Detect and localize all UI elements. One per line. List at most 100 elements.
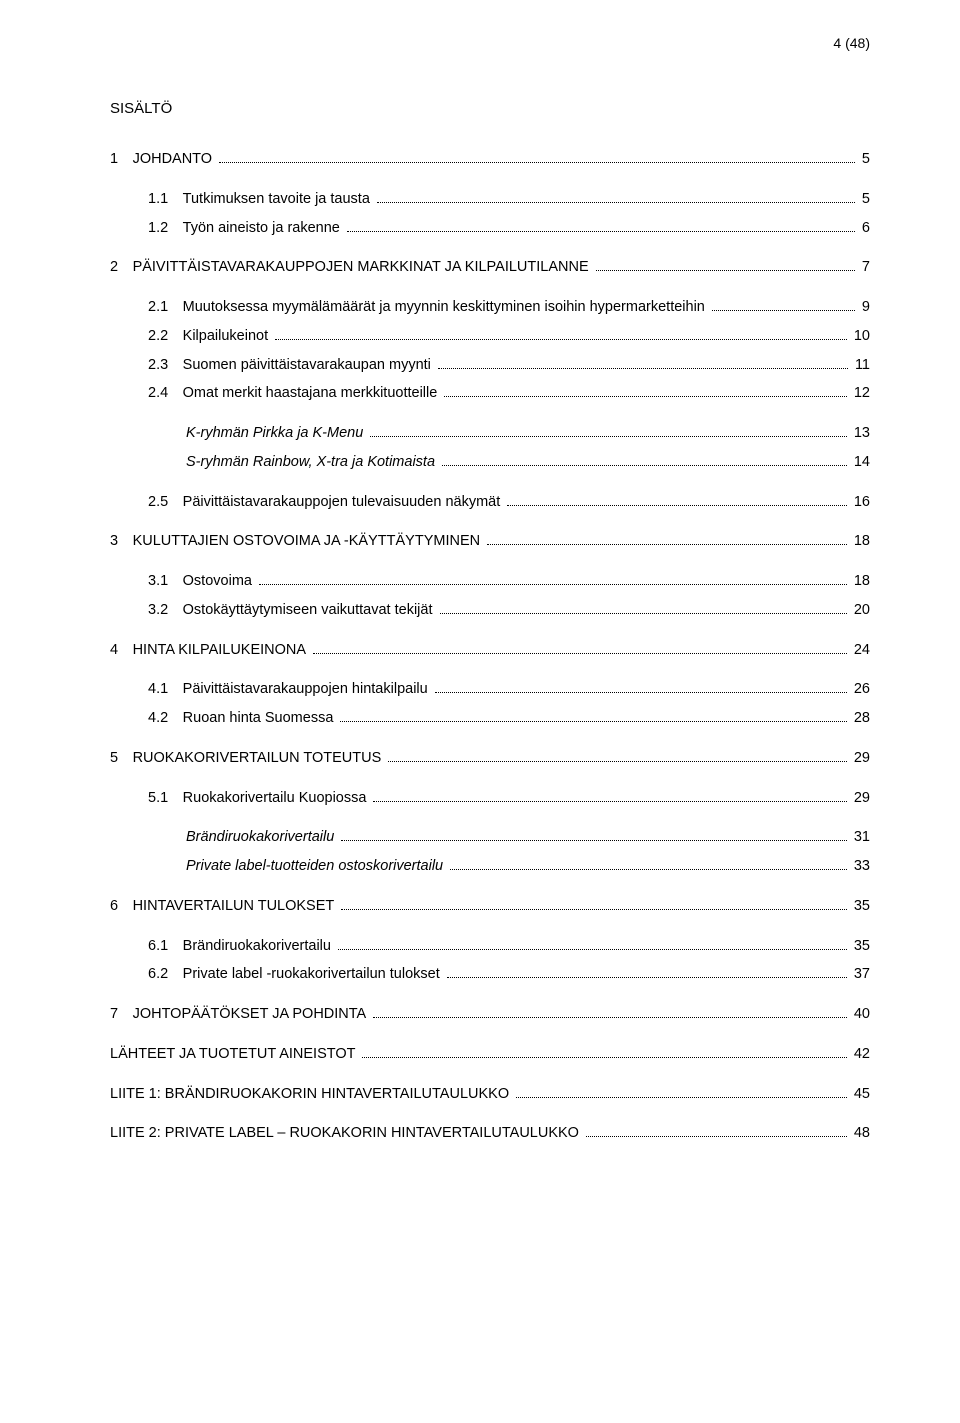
toc-entry: 1.1 Tutkimuksen tavoite ja tausta 5 xyxy=(110,189,870,211)
toc-dots xyxy=(438,368,848,369)
toc-entry: LÄHTEET JA TUOTETUT AINEISTOT 42 xyxy=(110,1044,870,1066)
toc-entry: 5 RUOKAKORIVERTAILUN TOTEUTUS 29 xyxy=(110,748,870,770)
toc-entry: 1 JOHDANTO 5 xyxy=(110,149,870,171)
toc-entry-label: 3.2 Ostokäyttäytymiseen vaikuttavat teki… xyxy=(148,600,437,622)
toc-dots xyxy=(440,613,847,614)
toc-entry-page: 31 xyxy=(850,827,870,849)
toc-entry-page: 37 xyxy=(850,964,870,986)
toc-entry-page: 33 xyxy=(850,856,870,878)
toc-dots xyxy=(373,1017,847,1018)
toc-entry-label: 2.4 Omat merkit haastajana merkkituottei… xyxy=(148,383,441,405)
toc-entry-label: 5.1 Ruokakorivertailu Kuopiossa xyxy=(148,788,370,810)
toc-entry: Brändiruokakorivertailu 31 xyxy=(110,827,870,849)
toc-dots xyxy=(370,436,847,437)
toc-dots xyxy=(338,949,847,950)
toc-entry: K-ryhmän Pirkka ja K-Menu13 xyxy=(110,423,870,445)
toc-entry: Private label-tuotteiden ostoskorivertai… xyxy=(110,856,870,878)
toc-entry-page: 35 xyxy=(850,896,870,918)
toc-entry: LIITE 1: BRÄNDIRUOKAKORIN HINTAVERTAILUT… xyxy=(110,1084,870,1106)
toc-entry: 3 KULUTTAJIEN OSTOVOIMA JA -KÄYTTÄYTYMIN… xyxy=(110,531,870,553)
toc-dots xyxy=(313,653,847,654)
toc-dots xyxy=(596,270,855,271)
toc-entry-label: 2.1 Muutoksessa myymälämäärät ja myynnin… xyxy=(148,297,709,319)
toc-entry: S-ryhmän Rainbow, X-tra ja Kotimaista 14 xyxy=(110,452,870,474)
toc-entry-label: 2.5 Päivittäistavarakauppojen tulevaisuu… xyxy=(148,492,504,514)
toc-dots xyxy=(450,869,847,870)
toc-entry: 1.2 Työn aineisto ja rakenne 6 xyxy=(110,218,870,240)
toc-entry-page: 18 xyxy=(850,571,870,593)
document-page: 4 (48) SISÄLTÖ 1 JOHDANTO51.1 Tutkimukse… xyxy=(0,0,960,1423)
toc-dots xyxy=(340,721,846,722)
toc-entry-label: 3 KULUTTAJIEN OSTOVOIMA JA -KÄYTTÄYTYMIN… xyxy=(110,531,484,553)
toc-dots xyxy=(347,231,855,232)
toc-entry: LIITE 2: PRIVATE LABEL – RUOKAKORIN HINT… xyxy=(110,1123,870,1145)
toc-entry-label: K-ryhmän Pirkka ja K-Menu xyxy=(186,423,367,445)
toc-entry: 2.3 Suomen päivittäistavarakaupan myynti… xyxy=(110,355,870,377)
toc-dots xyxy=(435,692,847,693)
toc-entry-page: 7 xyxy=(858,257,870,279)
toc-entry-page: 29 xyxy=(850,788,870,810)
toc-entry-label: 6.1 Brändiruokakorivertailu xyxy=(148,936,335,958)
toc-entry-label: 2.2 Kilpailukeinot xyxy=(148,326,272,348)
toc-entry-page: 14 xyxy=(850,452,870,474)
toc-dots xyxy=(447,977,847,978)
toc-entry-label: 6 HINTAVERTAILUN TULOKSET xyxy=(110,896,338,918)
toc-dots xyxy=(507,505,847,506)
toc-dots xyxy=(712,310,855,311)
toc-title: SISÄLTÖ xyxy=(110,100,870,117)
toc-entry: 6.2 Private label -ruokakorivertailun tu… xyxy=(110,964,870,986)
toc-dots xyxy=(275,339,847,340)
toc-dots xyxy=(487,544,847,545)
toc-entry-label: 5 RUOKAKORIVERTAILUN TOTEUTUS xyxy=(110,748,385,770)
toc-entry-page: 12 xyxy=(850,383,870,405)
toc-entry: 3.2 Ostokäyttäytymiseen vaikuttavat teki… xyxy=(110,600,870,622)
toc-entry-label: 4 HINTA KILPAILUKEINONA xyxy=(110,640,310,662)
toc-dots xyxy=(373,801,846,802)
toc-entry: 2.2 Kilpailukeinot10 xyxy=(110,326,870,348)
toc-entry: 5.1 Ruokakorivertailu Kuopiossa 29 xyxy=(110,788,870,810)
toc-entry-page: 26 xyxy=(850,679,870,701)
toc-entry: 2.5 Päivittäistavarakauppojen tulevaisuu… xyxy=(110,492,870,514)
toc-entry-label: 1 JOHDANTO xyxy=(110,149,216,171)
toc-entry: 6 HINTAVERTAILUN TULOKSET 35 xyxy=(110,896,870,918)
toc-entry-page: 40 xyxy=(850,1004,870,1026)
toc-entry-page: 48 xyxy=(850,1123,870,1145)
toc-entry-page: 24 xyxy=(850,640,870,662)
toc-dots xyxy=(341,909,847,910)
toc-entry-page: 5 xyxy=(858,189,870,211)
toc-entry: 7 JOHTOPÄÄTÖKSET JA POHDINTA40 xyxy=(110,1004,870,1026)
toc-entry-page: 11 xyxy=(851,355,870,377)
toc-entry: 2.4 Omat merkit haastajana merkkituottei… xyxy=(110,383,870,405)
toc-dots xyxy=(442,465,847,466)
toc-entry-label: 3.1 Ostovoima xyxy=(148,571,256,593)
toc-entry: 6.1 Brändiruokakorivertailu 35 xyxy=(110,936,870,958)
toc-entry-page: 42 xyxy=(850,1044,870,1066)
toc-entry-page: 29 xyxy=(850,748,870,770)
toc-entry: 4.1 Päivittäistavarakauppojen hintakilpa… xyxy=(110,679,870,701)
toc-entry: 2 PÄIVITTÄISTAVARAKAUPPOJEN MARKKINAT JA… xyxy=(110,257,870,279)
toc-entry-label: 6.2 Private label -ruokakorivertailun tu… xyxy=(148,964,444,986)
toc-entry-page: 6 xyxy=(858,218,870,240)
toc-entry-label: S-ryhmän Rainbow, X-tra ja Kotimaista xyxy=(186,452,439,474)
toc-entry-page: 35 xyxy=(850,936,870,958)
toc-entry-page: 18 xyxy=(850,531,870,553)
toc-entry: 2.1 Muutoksessa myymälämäärät ja myynnin… xyxy=(110,297,870,319)
toc-entry-label: LÄHTEET JA TUOTETUT AINEISTOT xyxy=(110,1044,359,1066)
toc-entry-page: 45 xyxy=(850,1084,870,1106)
toc-entry-label: 1.1 Tutkimuksen tavoite ja tausta xyxy=(148,189,374,211)
page-number: 4 (48) xyxy=(833,35,870,51)
toc-entry-label: 1.2 Työn aineisto ja rakenne xyxy=(148,218,344,240)
toc-entry-page: 5 xyxy=(858,149,870,171)
toc-entry-label: LIITE 2: PRIVATE LABEL – RUOKAKORIN HINT… xyxy=(110,1123,583,1145)
toc-entry-page: 20 xyxy=(850,600,870,622)
toc-entry-label: 4.2 Ruoan hinta Suomessa xyxy=(148,708,337,730)
toc-dots xyxy=(516,1097,847,1098)
toc-dots xyxy=(444,396,847,397)
toc-dots xyxy=(362,1057,846,1058)
toc-entry-page: 16 xyxy=(850,492,870,514)
toc-dots xyxy=(219,162,855,163)
toc-container: 1 JOHDANTO51.1 Tutkimuksen tavoite ja ta… xyxy=(110,149,870,1145)
toc-entry-label: Private label-tuotteiden ostoskorivertai… xyxy=(186,856,447,878)
toc-entry: 3.1 Ostovoima 18 xyxy=(110,571,870,593)
toc-entry-label: Brändiruokakorivertailu xyxy=(186,827,338,849)
